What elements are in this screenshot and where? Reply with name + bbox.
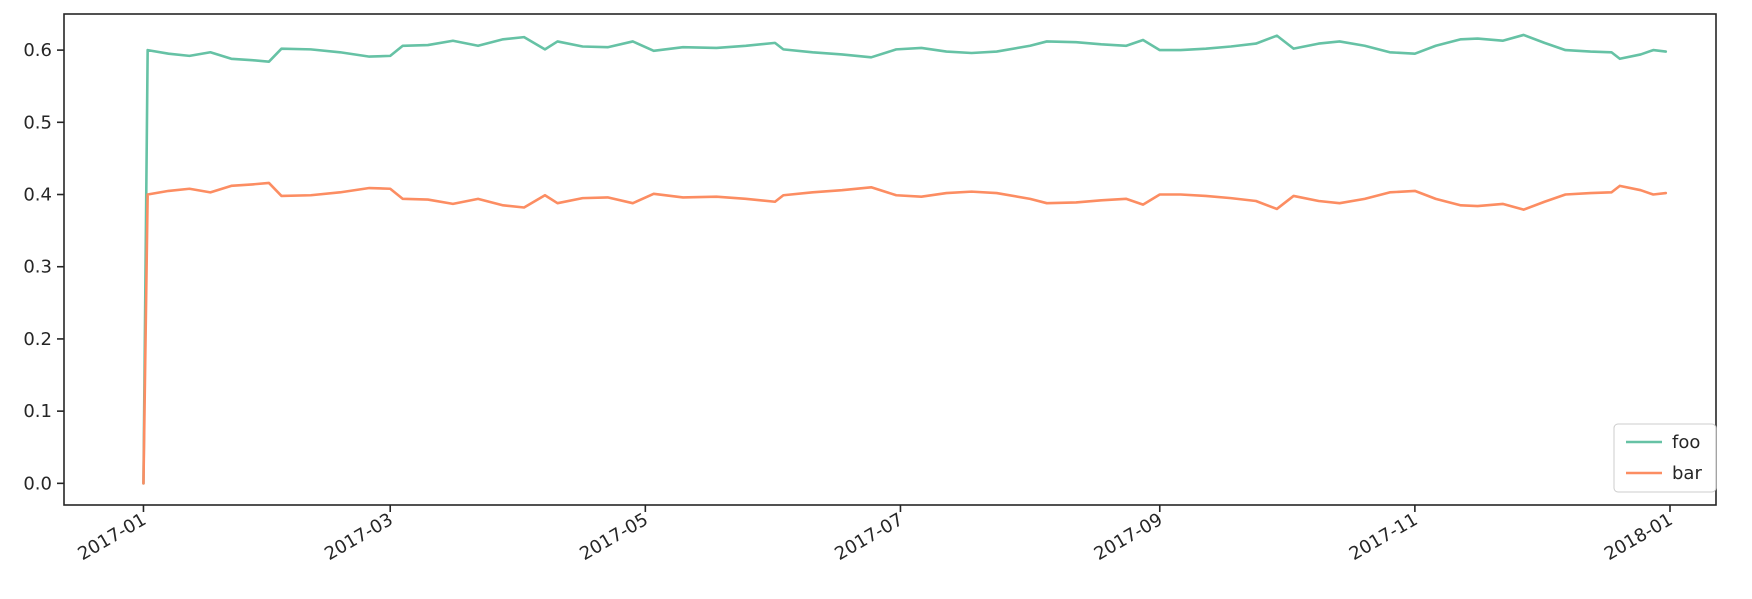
y-tick-label: 0.1 [23, 401, 52, 422]
y-tick-label: 0.2 [23, 329, 52, 350]
y-tick-label: 0.0 [23, 473, 52, 494]
x-tick-label: 2017-05 [576, 509, 652, 565]
x-tick-label: 2017-03 [321, 509, 397, 565]
y-tick-label: 0.6 [23, 40, 52, 61]
series-line-bar [142, 181, 1668, 485]
x-tick-label: 2017-01 [74, 509, 150, 565]
legend: foo bar [1613, 423, 1717, 493]
y-tick-label: 0.5 [23, 112, 52, 133]
series-layer [142, 33, 1668, 485]
x-tick-label: 2018-01 [1601, 509, 1677, 565]
plot-frame [63, 13, 1717, 506]
x-tick-label: 2017-07 [831, 509, 907, 565]
y-axis: 0.0 0.1 0.2 0.3 0.4 0.5 0.6 [23, 40, 64, 494]
y-tick-label: 0.3 [23, 257, 52, 278]
x-axis: 2017-01 2017-03 2017-05 2017-07 2017-09 2017-… [74, 505, 1676, 565]
x-tick-label: 2017-11 [1346, 509, 1422, 565]
series-line-foo [142, 33, 1668, 485]
y-tick-label: 0.4 [23, 185, 52, 206]
legend-label-foo: foo [1672, 432, 1700, 453]
x-tick-label: 2017-09 [1091, 509, 1167, 565]
legend-label-bar: bar [1672, 463, 1702, 484]
